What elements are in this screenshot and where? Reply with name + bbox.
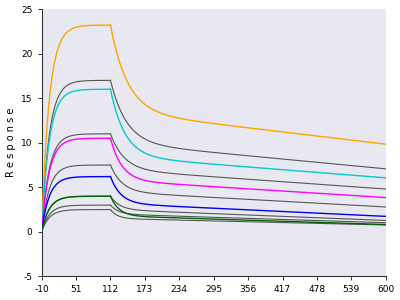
Y-axis label: R e s p o n s e: R e s p o n s e [6, 108, 16, 177]
